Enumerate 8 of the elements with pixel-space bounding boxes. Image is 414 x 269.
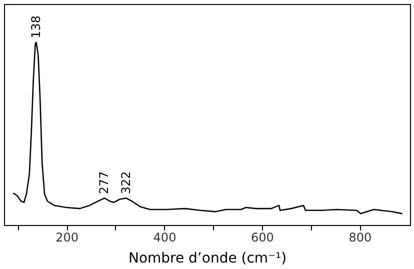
x-axis-title: Nombre d’onde (cm⁻¹) — [128, 250, 287, 266]
annotation: 138 — [29, 15, 44, 38]
annotation: 277 — [97, 171, 112, 194]
x-tick-label: 200 — [56, 230, 78, 244]
x-tick-label: 600 — [251, 230, 274, 244]
x-tick-label: 800 — [348, 230, 372, 244]
x-tick-label: 400 — [153, 230, 176, 244]
annotation: 322 — [119, 171, 134, 194]
